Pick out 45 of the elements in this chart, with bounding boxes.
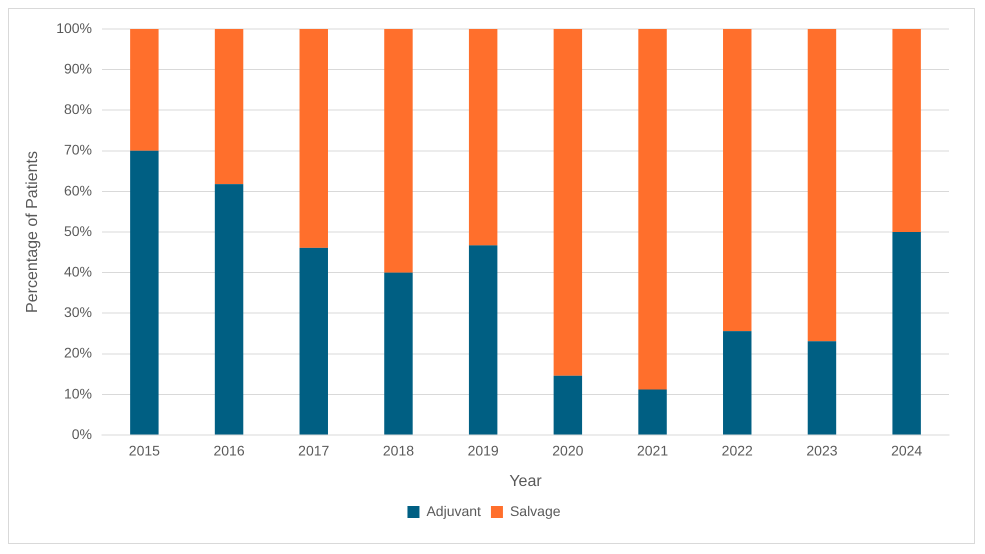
bar bbox=[384, 272, 413, 434]
y-tick-label: 50% bbox=[64, 222, 92, 239]
y-tick-label: 30% bbox=[64, 304, 92, 320]
x-tick-label: 2020 bbox=[552, 442, 584, 458]
bar bbox=[723, 29, 752, 332]
bar bbox=[130, 29, 159, 151]
x-tick-label: 2016 bbox=[213, 442, 245, 458]
x-tick-label: 2024 bbox=[891, 442, 922, 458]
x-tick-label: 2022 bbox=[722, 442, 754, 458]
x-tick-label: 2017 bbox=[298, 442, 330, 458]
y-tick-label: 100% bbox=[56, 20, 92, 36]
bar bbox=[892, 29, 921, 232]
bar bbox=[554, 376, 582, 434]
bar bbox=[638, 390, 667, 434]
y-tick-label: 90% bbox=[64, 60, 92, 76]
x-tick-label: 2023 bbox=[806, 442, 838, 458]
y-tick-label: 20% bbox=[64, 344, 92, 361]
x-axis-title: Year bbox=[509, 472, 542, 490]
y-tick-label: 0% bbox=[72, 426, 92, 442]
y-tick-label: 70% bbox=[64, 142, 92, 158]
bar bbox=[808, 341, 836, 434]
y-tick-label: 10% bbox=[64, 385, 92, 402]
y-tick-label: 80% bbox=[64, 101, 92, 118]
bar bbox=[468, 245, 498, 434]
bar bbox=[300, 29, 328, 248]
y-tick-label: 40% bbox=[64, 263, 92, 280]
bar bbox=[808, 29, 836, 342]
bar bbox=[130, 150, 159, 434]
bar bbox=[300, 248, 328, 434]
legend-label: Salvage bbox=[510, 502, 561, 519]
bar bbox=[468, 29, 498, 246]
bar bbox=[892, 232, 921, 434]
bar bbox=[723, 331, 752, 434]
x-tick-label: 2015 bbox=[128, 442, 160, 458]
bar bbox=[554, 29, 582, 376]
y-axis-title: Percentage of Patients bbox=[24, 151, 42, 313]
bar bbox=[384, 29, 413, 273]
bar bbox=[638, 29, 667, 390]
x-tick-label: 2019 bbox=[468, 442, 499, 458]
y-tick-label: 60% bbox=[64, 182, 92, 198]
x-tick-label: 2018 bbox=[382, 442, 414, 458]
legend-label: Adjuvant bbox=[426, 502, 482, 519]
x-tick-label: 2021 bbox=[636, 442, 668, 458]
bar bbox=[214, 184, 244, 434]
bar bbox=[214, 29, 244, 184]
